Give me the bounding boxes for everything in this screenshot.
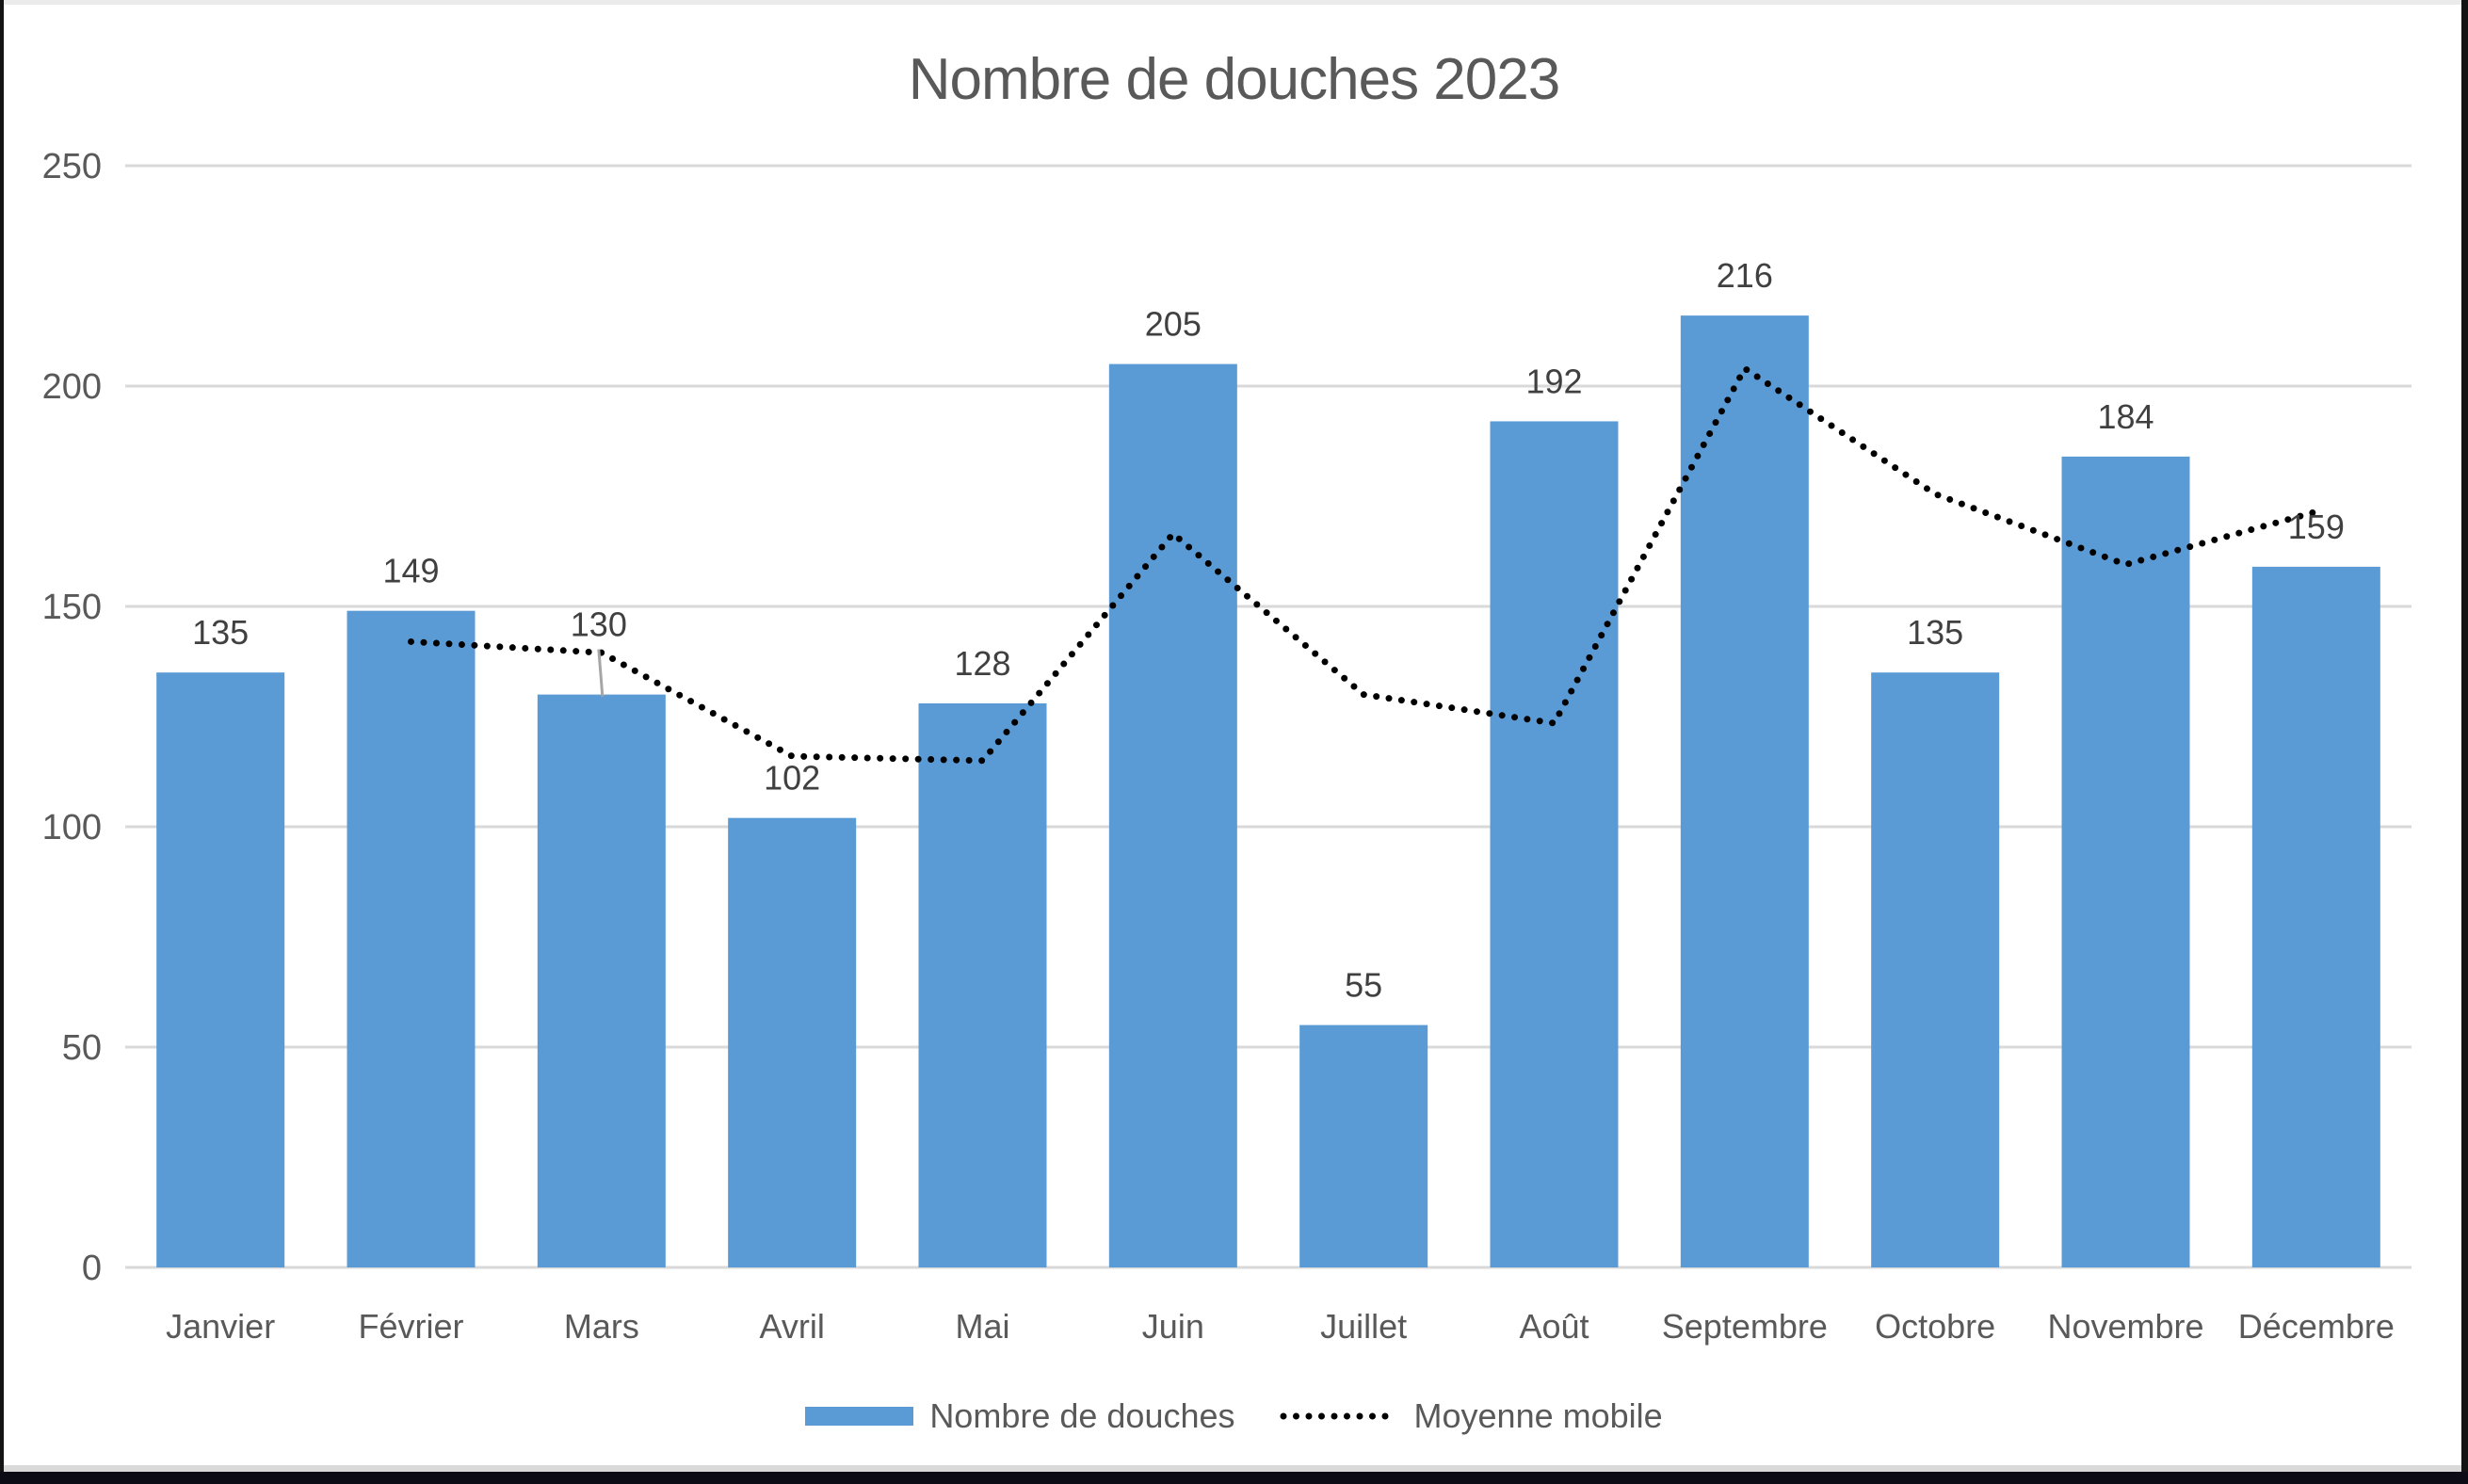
moving-average-line[interactable] (408, 363, 2320, 765)
y-axis-tick-label-100: 100 (42, 808, 102, 847)
x-axis-label-Mai: Mai (955, 1307, 1009, 1346)
x-axis-label-Mars: Mars (564, 1307, 639, 1346)
bar-Janvier[interactable] (156, 672, 285, 1267)
bar-Mars[interactable] (537, 694, 666, 1267)
bar-Août[interactable] (1490, 421, 1619, 1267)
x-axis-label-Avril: Avril (759, 1307, 824, 1346)
bar-Octobre[interactable] (1871, 672, 2000, 1267)
x-axis-label-Janvier: Janvier (166, 1307, 275, 1346)
frame-edge-right (2461, 0, 2468, 1472)
legend-dotted-line-icon[interactable] (1279, 1411, 1401, 1422)
y-axis-tick-label-150: 150 (42, 588, 102, 627)
data-label-Janvier: 135 (192, 613, 249, 652)
data-label-Septembre: 216 (1717, 256, 1773, 295)
x-axis-label-Octobre: Octobre (1875, 1307, 1995, 1346)
y-axis-tick-label-50: 50 (62, 1028, 102, 1068)
x-axis-label-Novembre: Novembre (2047, 1307, 2203, 1346)
x-axis-label-Décembre: Décembre (2238, 1307, 2395, 1346)
data-label-Août: 192 (1525, 362, 1582, 400)
data-label-leader-line (597, 649, 605, 697)
bar-Mai[interactable] (918, 702, 1047, 1267)
bar-Novembre[interactable] (2061, 456, 2190, 1267)
y-axis-tick-label-0: 0 (82, 1249, 102, 1288)
x-axis-label-Juin: Juin (1142, 1307, 1204, 1346)
x-axis-label-Février: Février (358, 1307, 463, 1346)
bar-Avril[interactable] (728, 817, 857, 1267)
data-label-Avril: 102 (764, 759, 820, 798)
frame-edge-bottom-gray (4, 1465, 2461, 1472)
bar-Septembre[interactable] (1680, 315, 1809, 1267)
data-label-Mars: 130 (571, 605, 627, 644)
legend-line-label[interactable]: Moyenne mobile (1413, 1396, 1663, 1435)
legend-bar-swatch[interactable] (805, 1407, 914, 1426)
chart-legend: Nombre de douches Moyenne mobile (0, 1397, 2468, 1435)
bar-Juin[interactable] (1108, 363, 1237, 1268)
legend-bar-label[interactable]: Nombre de douches (929, 1396, 1235, 1435)
x-axis-label-Août: Août (1519, 1307, 1589, 1346)
bar-Juillet[interactable] (1299, 1024, 1428, 1267)
frame-edge-bottom-dark (0, 1472, 2468, 1484)
data-label-Novembre: 184 (2097, 397, 2153, 436)
data-label-Décembre: 159 (2288, 508, 2345, 546)
data-label-Juillet: 55 (1345, 966, 1382, 1005)
y-axis-tick-label-200: 200 (42, 367, 102, 407)
bar-Décembre[interactable] (2251, 566, 2380, 1267)
data-label-Octobre: 135 (1907, 613, 1963, 652)
data-label-Juin: 205 (1145, 305, 1202, 344)
data-label-Mai: 128 (954, 644, 1010, 683)
chart-title[interactable]: Nombre de douches 2023 (908, 47, 1560, 112)
data-label-Février: 149 (382, 552, 439, 590)
x-axis-label-Juillet: Juillet (1320, 1307, 1407, 1346)
frame-edge-left (0, 0, 4, 1472)
frame-edge-top (0, 0, 2468, 5)
x-axis-label-Septembre: Septembre (1662, 1307, 1828, 1346)
y-axis-tick-label-250: 250 (42, 147, 102, 186)
bar-Février[interactable] (347, 610, 476, 1267)
